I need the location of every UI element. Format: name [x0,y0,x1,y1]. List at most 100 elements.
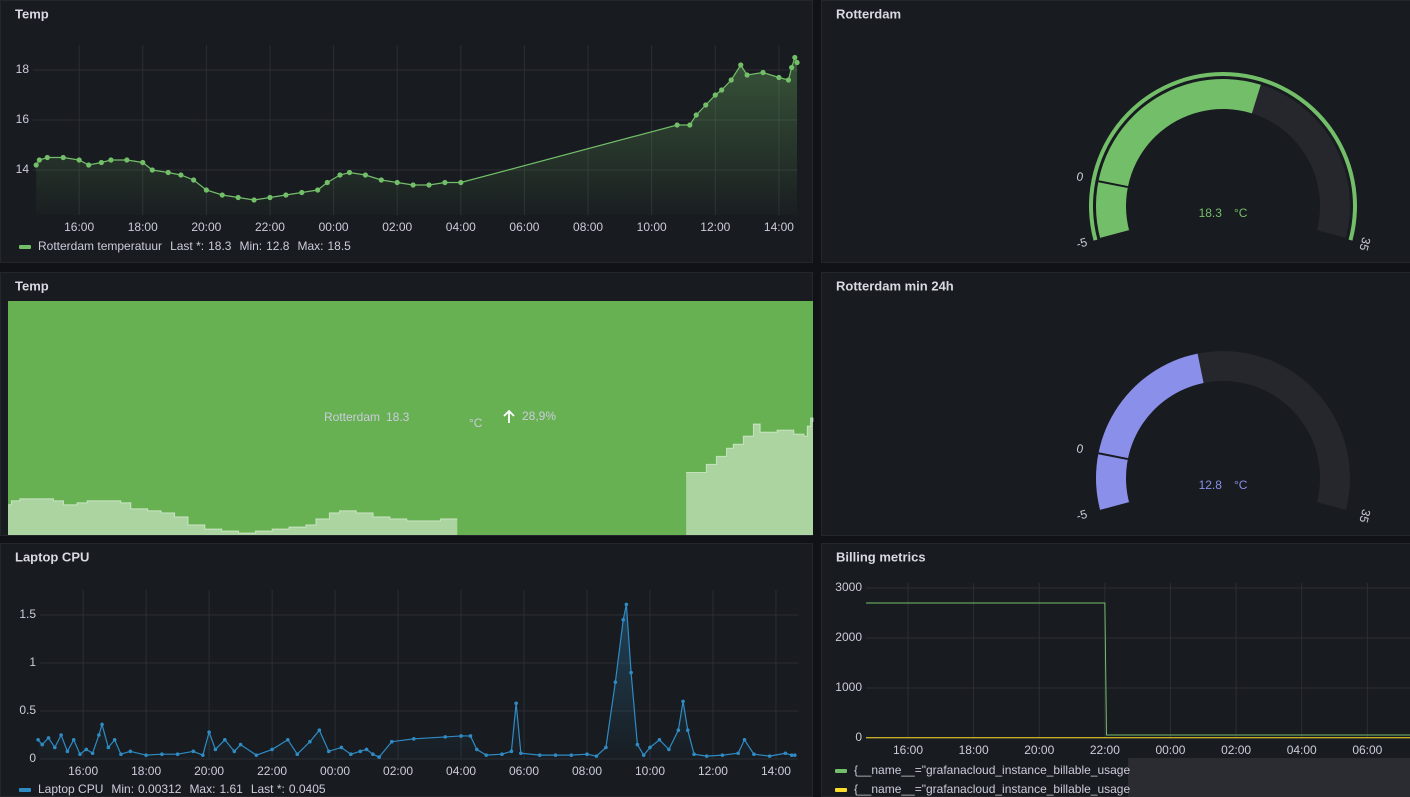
point [40,742,45,747]
point [720,753,725,757]
series-line [866,602,1410,736]
area-fill [38,604,795,759]
point [53,745,57,750]
x-tick-label: 20:00 [194,764,224,778]
point [785,77,792,83]
gauge-tick-label: 35 [1356,508,1373,525]
x-tick-label: 18:00 [128,220,158,234]
point [794,59,800,66]
point [624,602,629,607]
point [201,753,205,757]
x-tick-label: 02:00 [383,764,413,778]
panel [821,543,1410,797]
point [46,736,51,740]
gauge-unit: °C [1234,206,1248,220]
point [203,187,209,193]
x-tick-label: 06:00 [509,764,539,778]
point [324,179,330,186]
legend-stat-value: 0.0405 [289,782,326,796]
point [693,112,699,118]
point [519,751,523,756]
point [232,749,237,754]
point [90,751,95,756]
point [657,737,662,742]
point [442,179,448,186]
point [358,749,363,754]
point [308,739,312,744]
point [394,179,400,186]
point [667,747,671,752]
x-tick-label: 06:00 [509,220,539,234]
x-tick-label: 18:00 [131,764,161,778]
sparkline [8,417,814,534]
point [613,680,618,684]
point [629,670,633,675]
point [789,64,795,71]
legend-stat-value: 12.8 [266,239,290,253]
x-tick-label: 16:00 [64,220,94,234]
point [500,752,504,756]
point [219,192,225,198]
x-tick-label: 16:00 [893,743,923,757]
point [767,754,772,758]
x-tick-label: 10:00 [637,220,667,234]
point [33,162,39,168]
stat-background [8,301,813,535]
panel-title: Laptop CPU [15,549,89,564]
gauge-value-text: 18.3 °C [1199,206,1248,220]
gauge-tick-label: -5 [1075,507,1089,523]
point [100,722,104,727]
point [178,172,184,178]
point [283,192,289,198]
legend-stat-label: Max: [189,782,215,796]
gauge-value [1095,78,1261,239]
legend-stat-label: Last *: [170,239,204,253]
line-chart: 14 16 18 16:00 18:00 20:00 22:00 00:00 02:00 04:0… [16,45,800,253]
stat-value: 18.3 [386,410,410,424]
y-tick-label: 0 [855,730,862,744]
point [299,189,305,196]
line-chart: 0 0.5 1 1.5 16:00 18:00 20:00 22:00 00:00 02:00 04… [19,590,798,796]
legend-name: {__name__="grafanacloud_instance_billabl… [854,763,1130,777]
point [339,745,344,750]
point [553,753,558,757]
point [326,749,331,754]
x-tick-label: 04:00 [1287,743,1317,757]
gauge-tick-label: 0 [1075,441,1085,456]
point [207,730,211,734]
point [776,74,782,81]
point [648,745,652,750]
x-tick-label: 10:00 [635,764,665,778]
point [604,745,608,750]
x-tick-label: 14:00 [761,764,791,778]
x-tick-label: 22:00 [1090,743,1120,757]
legend-stat-value: 1.61 [219,782,243,796]
gauge-tick [1098,452,1129,461]
point [744,72,750,78]
y-tick-label: 0 [29,751,36,765]
point [364,747,369,752]
x-tick-label: 16:00 [68,764,98,778]
point [97,733,101,737]
legend-stat-value: 0.00312 [138,782,182,796]
point [704,754,709,758]
point [128,749,133,754]
point [426,182,432,188]
x-tick-label: 04:00 [446,764,476,778]
point [728,77,734,83]
point [119,752,123,756]
point [703,102,709,108]
point [286,737,290,742]
x-tick-label: 02:00 [1221,743,1251,757]
legend-entry: {__name__="grafanacloud_instance_billabl… [854,763,1130,777]
x-tick-label: 08:00 [572,764,602,778]
panel-title: Billing metrics [836,549,926,564]
point [459,734,463,738]
stat-name: Rotterdam [324,410,380,424]
legend-swatch [19,245,31,249]
x-tick-label: 02:00 [382,220,412,234]
point [783,751,788,756]
x-tick-label: 00:00 [319,220,349,234]
